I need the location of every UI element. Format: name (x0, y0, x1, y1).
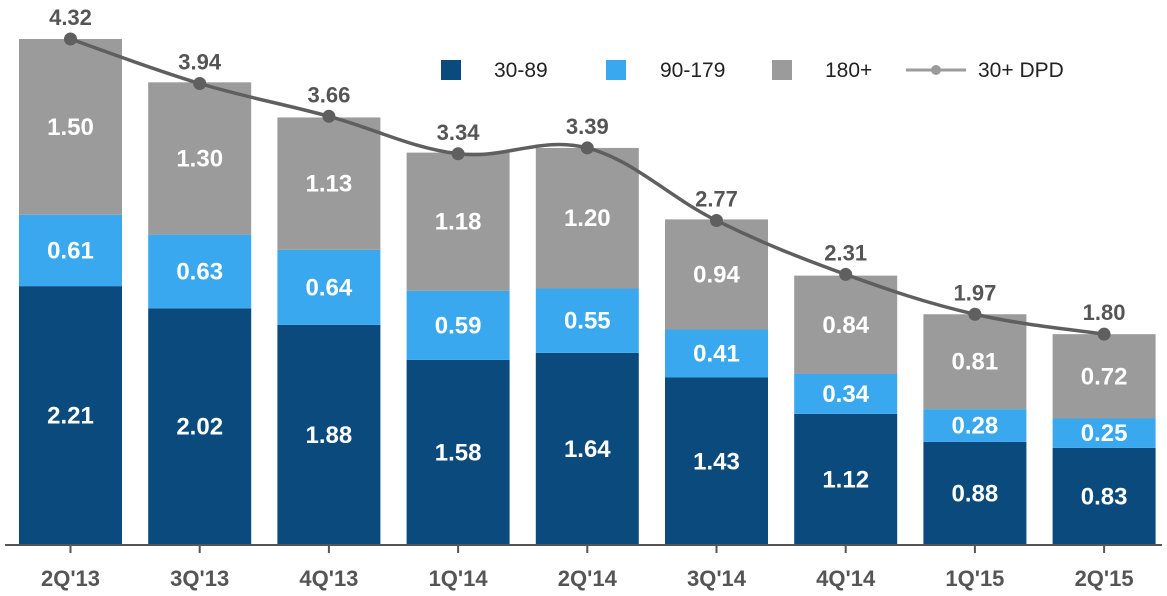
dpd-label-4q-14: 2.31 (824, 240, 867, 265)
value-label-90-179-1q-14: 0.59 (435, 312, 482, 339)
bar-30-89-4q-14 (794, 413, 898, 545)
value-label-90-179-1q-15: 0.28 (952, 413, 999, 440)
x-ticks-layer: 2Q'13 3Q'13 4Q'13 1Q'14 2Q'14 3Q'14 4Q'14 1Q'15… (41, 545, 1134, 591)
legend-label-30-dpd: 30+ DPD (978, 59, 1064, 82)
bar-30-89-3q-14 (665, 377, 768, 545)
bar-90-179-4q-14 (794, 373, 898, 414)
value-label-30-89-2q-14: 1.64 (564, 436, 611, 463)
value-label-90-179-4q-13: 0.64 (306, 274, 353, 301)
value-label-90-179-4q-14: 0.34 (822, 381, 869, 408)
bar-180-3q-13 (148, 82, 252, 235)
x-tick-label-3q-14: 3Q'14 (687, 566, 747, 591)
value-label-30-89-2q-13: 2.21 (47, 403, 94, 430)
bar-180-4q-13 (277, 117, 381, 250)
dpd-point-2q-14 (580, 141, 594, 155)
dpd-point-2q-13 (64, 32, 77, 46)
dpd-point-2q-15 (1097, 327, 1111, 341)
bars-layer (19, 39, 1156, 545)
value-label-90-179-3q-14: 0.41 (693, 340, 740, 367)
bar-30-89-2q-15 (1052, 447, 1156, 545)
dpd-point-1q-15 (968, 307, 982, 321)
bar-180-2q-15 (1052, 334, 1156, 419)
legend-swatch-30-89 (441, 60, 461, 80)
dpd-label-2q-13: 4.32 (49, 5, 92, 30)
dpd-label-2q-14: 3.39 (566, 114, 609, 139)
legend-label-180: 180+ (825, 59, 872, 82)
bar-90-179-1q-15 (923, 409, 1027, 442)
dpd-label-3q-13: 3.94 (178, 50, 222, 75)
legend-swatch-90-179 (606, 60, 626, 80)
value-label-30-89-1q-14: 1.58 (435, 439, 482, 466)
value-label-180-4q-14: 0.84 (822, 312, 869, 339)
value-label-180-1q-14: 1.18 (435, 209, 482, 236)
value-label-30-89-4q-14: 1.12 (822, 466, 869, 493)
dpd-line-layer (64, 32, 1111, 341)
x-tick-label-1q-15: 1Q'15 (945, 566, 1004, 591)
dpd-label-3q-14: 2.77 (695, 187, 738, 212)
bar-30-89-2q-13 (19, 286, 122, 545)
bar-180-1q-15 (923, 314, 1027, 410)
bar-180-4q-14 (794, 275, 898, 374)
value-label-180-2q-15: 0.72 (1081, 363, 1128, 390)
value-label-90-179-2q-14: 0.55 (564, 308, 611, 335)
dpd-label-1q-15: 1.97 (953, 280, 996, 305)
value-label-30-89-1q-15: 0.88 (952, 480, 999, 507)
dpd-point-3q-14 (710, 214, 723, 228)
value-label-180-1q-15: 0.81 (952, 349, 999, 376)
x-tick-label-1q-14: 1Q'14 (429, 566, 489, 591)
bar-30-89-1q-14 (406, 359, 510, 545)
x-tick-label-2q-13: 2Q'13 (41, 566, 100, 591)
value-label-30-89-3q-14: 1.43 (693, 448, 740, 475)
x-tick-label-2q-15: 2Q'15 (1075, 566, 1134, 591)
bar-90-179-1q-14 (406, 290, 510, 360)
total-labels-layer: 4.32 3.94 3.66 3.34 3.39 2.77 2.31 1.97 1.80 (49, 5, 1125, 325)
value-label-180-3q-13: 1.30 (176, 145, 223, 172)
bar-90-179-2q-15 (1052, 418, 1156, 448)
legend-swatch-dpd-marker (931, 65, 941, 75)
value-label-30-89-4q-13: 1.88 (306, 422, 353, 449)
value-label-90-179-2q-13: 0.61 (47, 237, 94, 264)
legend-swatch-180 (772, 60, 792, 80)
value-label-180-4q-13: 1.13 (306, 171, 353, 198)
legend: 30-89 90-179 180+ 30+ DPD (441, 59, 1064, 82)
bar-30-89-3q-13 (148, 308, 252, 545)
bar-30-89-1q-15 (923, 441, 1027, 545)
dpd-point-1q-14 (451, 147, 465, 161)
bar-90-179-4q-13 (277, 249, 381, 325)
value-label-180-3q-14: 0.94 (693, 261, 740, 288)
bar-90-179-2q-13 (19, 214, 122, 287)
bar-180-2q-13 (19, 39, 122, 215)
legend-label-30-89: 30-89 (494, 59, 548, 82)
legend-label-90-179: 90-179 (660, 59, 725, 82)
bar-180-1q-14 (406, 152, 510, 291)
dpd-label-2q-15: 1.80 (1083, 300, 1126, 325)
segment-labels-layer: 2.21 0.61 1.50 2.02 0.63 1.30 1.88 0.64 1.13 1.58… (47, 114, 1127, 511)
bar-180-2q-14 (535, 147, 639, 289)
bar-30-89-4q-13 (277, 324, 381, 545)
dpd-point-4q-13 (322, 109, 336, 123)
value-label-180-2q-13: 1.50 (47, 114, 94, 141)
dpd-label-4q-13: 3.66 (307, 82, 350, 107)
bar-90-179-2q-14 (535, 288, 639, 353)
x-tick-label-3q-13: 3Q'13 (170, 566, 229, 591)
bar-90-179-3q-13 (148, 234, 252, 309)
value-label-90-179-2q-15: 0.25 (1081, 420, 1128, 447)
dpd-point-3q-13 (193, 77, 207, 91)
value-label-90-179-3q-13: 0.63 (176, 259, 223, 286)
x-tick-label-4q-14: 4Q'14 (816, 566, 876, 591)
value-label-30-89-2q-15: 0.83 (1081, 483, 1128, 510)
bar-30-89-2q-14 (535, 352, 639, 545)
value-label-180-2q-14: 1.20 (564, 205, 611, 232)
x-tick-label-2q-14: 2Q'14 (558, 566, 618, 591)
dpd-label-1q-14: 3.34 (437, 120, 481, 145)
value-label-30-89-3q-13: 2.02 (176, 414, 223, 441)
x-tick-label-4q-13: 4Q'13 (299, 566, 358, 591)
bar-90-179-3q-14 (665, 329, 768, 378)
dpd-point-4q-14 (839, 267, 853, 281)
